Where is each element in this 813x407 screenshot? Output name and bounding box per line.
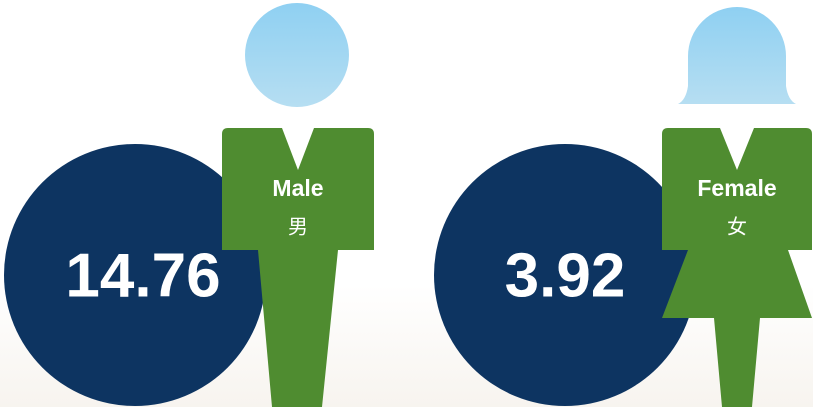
gender-label: Female [697, 175, 776, 201]
value: 3.92 [505, 241, 626, 310]
gender-label-zh: 女 [727, 215, 747, 238]
gender-label: Male [272, 175, 323, 201]
gender-label-zh: 男 [288, 216, 308, 238]
page: {"figures": [ {"value": 14.76, "label": … [0, 0, 813, 407]
head [245, 3, 349, 107]
infographic: 14.76 Male 男 3.92 Female 女 [0, 0, 813, 407]
value: 14.76 [65, 241, 220, 310]
